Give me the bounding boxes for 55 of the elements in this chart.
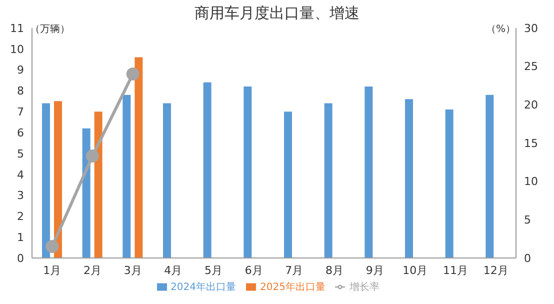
x-tick-label: 5月 [204,264,222,277]
x-tick-label: 2月 [84,264,102,277]
y-axis-title: （万辆） [30,23,70,36]
y-tick-label: 9 [17,64,24,77]
bar [163,103,171,258]
y-tick-label: 10 [10,42,24,56]
y2-tick-label: 15 [524,136,538,150]
y-tick-label: 8 [17,84,24,98]
y-tick-label: 0 [17,252,24,265]
x-tick-label: 11月 [443,264,468,277]
bar [42,103,50,258]
bar [284,112,292,258]
bar [364,86,373,258]
bar [324,103,332,258]
y-tick-label: 2 [17,210,24,224]
bar [94,112,102,258]
x-tick-label: 3月 [124,264,142,277]
y2-tick-label: 5 [524,214,531,227]
bar [445,110,454,258]
x-tick-label: 6月 [244,264,263,277]
point [86,150,99,163]
x-tick-label: 10月 [402,264,428,277]
y-tick-label: 5 [17,147,24,160]
y-tick-label: 1 [17,230,24,244]
x-tick-label: 1月 [43,264,62,277]
y-tick-label: 11 [10,22,24,35]
chart-title: 商用车月度出口量、增速 [194,4,360,23]
y2-tick-label: 10 [524,175,538,188]
y-tick-label: 7 [17,106,24,119]
y-tick-label: 3 [17,189,24,202]
legend-label: 增长率 [349,282,380,293]
y2-tick-label: 20 [524,98,538,112]
bar [244,86,252,258]
y-tick-label: 6 [17,126,24,140]
bar [54,101,62,258]
y2-tick-label: 30 [524,22,538,35]
point [46,240,59,253]
bar [203,82,212,258]
y2-tick-label: 0 [524,252,531,265]
x-tick-label: 9月 [366,264,384,277]
bar [405,99,413,258]
point [126,68,140,80]
x-tick-label: 12月 [483,264,508,277]
y2-tick-label: 25 [524,60,538,74]
legend-label: 2025年出口量 [260,282,326,293]
bar [134,57,143,258]
bar [122,94,131,258]
y2-axis-title: （%） [486,23,516,36]
x-tick-label: 4月 [164,264,182,277]
bar [82,128,90,258]
legend-label: 2024年出口量 [170,282,236,293]
x-tick-label: 7月 [285,264,304,277]
y-tick-label: 4 [17,168,24,182]
bar [486,94,494,258]
x-tick-label: 8月 [326,264,344,277]
